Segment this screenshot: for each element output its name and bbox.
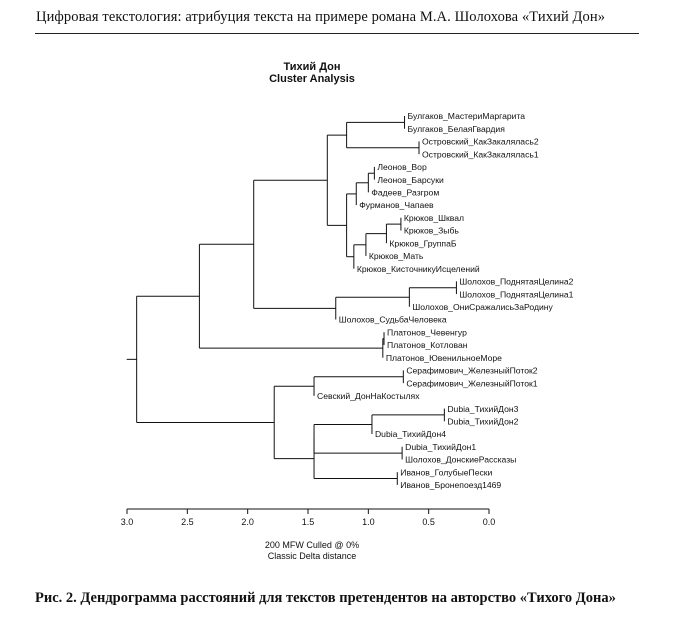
dendrogram-tree (126, 116, 457, 485)
leaf-label: Шолохов_СудьбаЧеловека (339, 315, 447, 325)
x-tick-label: 1.0 (362, 517, 375, 527)
chart-subtitle: Cluster Analysis (269, 73, 355, 85)
leaf-label: Фадеев_Разгром (371, 188, 439, 198)
leaf-label: Островский_КакЗакалялась2 (422, 137, 539, 147)
leaf-label: Фурманов_Чапаев (359, 200, 434, 210)
leaf-label: Dubia_ТихийДон4 (375, 429, 446, 439)
caption-label: Рис. 2. (35, 590, 81, 606)
leaf-label: Dubia_ТихийДон2 (447, 416, 518, 426)
dendrogram-chart: Тихий Дон Cluster Analysis Булгаков_Маст… (121, 61, 574, 561)
leaf-label: Иванов_ГолубыеПески (400, 467, 492, 477)
leaf-label: Dubia_ТихийДон1 (405, 442, 476, 452)
leaf-label: Леонов_Вор (377, 162, 427, 172)
leaf-label: Серафимович_ЖелезныйПоток1 (406, 378, 537, 388)
leaf-label: Крюков_ГруппаБ (389, 238, 456, 248)
x-tick-label: 2.0 (241, 517, 254, 527)
leaf-label: Севский_ДонНаКостылях (317, 391, 420, 401)
x-axis-label-line1: 200 MFW Culled @ 0% (265, 540, 359, 550)
leaf-label: Островский_КакЗакалялась1 (422, 149, 539, 159)
running-head: Цифровая текстология: атрибуция текста н… (36, 9, 606, 25)
leaf-label: Леонов_Барсуки (377, 175, 444, 185)
leaf-label: Dubia_ТихийДон3 (447, 404, 518, 414)
leaf-label: Платонов_ЮвенильноеМоре (386, 353, 502, 363)
leaf-label: Платонов_Чевенгур (387, 327, 467, 337)
leaf-label: Крюков_Шквал (404, 213, 464, 223)
x-tick-label: 3.0 (121, 517, 134, 527)
figure-caption: Рис. 2. Дендрограмма расстояний для текс… (35, 590, 616, 607)
leaf-label: Шолохов_ОниСражалисьЗаРодину (412, 302, 553, 312)
x-tick-label: 1.5 (302, 517, 315, 527)
chart-title: Тихий Дон (283, 61, 340, 73)
leaf-label: Серафимович_ЖелезныйПоток2 (406, 366, 537, 376)
leaf-label: Крюков_Зыбь (404, 226, 460, 236)
x-tick-label: 0.5 (422, 517, 435, 527)
leaf-label: Иванов_Бронепоезд1469 (400, 480, 501, 490)
x-axis-label-line2: Classic Delta distance (268, 551, 357, 561)
leaf-label: Шолохов_ПоднятаяЦелина2 (459, 277, 573, 287)
x-axis: 3.0 2.5 2.0 1.5 1.0 0.5 0.0 (121, 508, 496, 527)
leaf-label: Булгаков_МастериМаргарита (408, 111, 526, 121)
leaf-labels: Булгаков_МастериМаргарита Булгаков_БелаяГ… (317, 111, 574, 490)
leaf-label: Платонов_Котлован (387, 340, 468, 350)
leaf-label: Крюков_Мать (369, 251, 424, 261)
x-tick-label: 2.5 (181, 517, 194, 527)
x-tick-label: 0.0 (483, 517, 496, 527)
header-rule (35, 33, 639, 34)
leaf-label: Булгаков_БелаяГвардия (408, 124, 506, 134)
caption-text: Дендрограмма расстояний для текстов прет… (80, 590, 616, 606)
leaf-label: Шолохов_ПоднятаяЦелина1 (459, 289, 573, 299)
leaf-label: Крюков_КисточникуИсцелений (357, 264, 480, 274)
leaf-label: Шолохов_ДонскиеРассказы (405, 455, 516, 465)
